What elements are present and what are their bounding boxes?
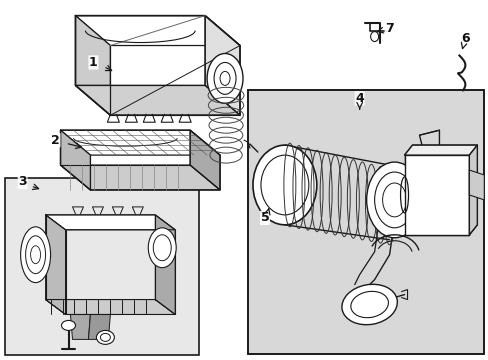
Ellipse shape [341, 284, 397, 325]
Polygon shape [45, 300, 175, 315]
Ellipse shape [61, 320, 75, 330]
Polygon shape [404, 145, 476, 155]
Polygon shape [468, 145, 476, 235]
Polygon shape [75, 15, 240, 45]
Text: 3: 3 [18, 175, 27, 189]
Bar [5, 178, 199, 355]
Text: 7: 7 [385, 22, 393, 35]
Polygon shape [45, 215, 65, 315]
Polygon shape [61, 130, 220, 155]
Polygon shape [88, 315, 110, 339]
Polygon shape [204, 15, 240, 115]
Polygon shape [75, 85, 240, 115]
Polygon shape [247, 90, 483, 354]
Polygon shape [404, 155, 468, 235]
Polygon shape [70, 315, 90, 339]
Ellipse shape [148, 228, 176, 268]
Polygon shape [468, 170, 483, 200]
Ellipse shape [366, 162, 422, 238]
Polygon shape [190, 130, 220, 190]
Ellipse shape [20, 227, 50, 283]
Ellipse shape [207, 54, 243, 103]
Polygon shape [61, 165, 220, 190]
Text: 5: 5 [260, 211, 269, 224]
Ellipse shape [252, 145, 316, 225]
Text: 6: 6 [460, 32, 468, 45]
Polygon shape [155, 215, 175, 315]
Text: 2: 2 [51, 134, 60, 147]
Text: 4: 4 [355, 92, 363, 105]
Ellipse shape [96, 330, 114, 345]
Text: 1: 1 [89, 56, 98, 69]
Polygon shape [45, 215, 175, 230]
Polygon shape [61, 130, 90, 190]
Polygon shape [75, 15, 110, 115]
